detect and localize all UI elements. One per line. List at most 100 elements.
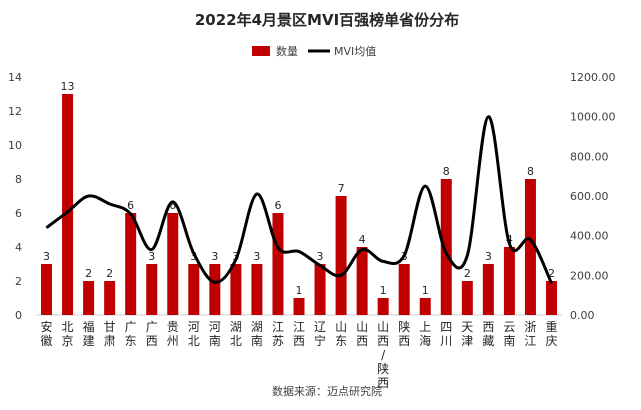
- bar: [545, 281, 557, 315]
- bar: [230, 264, 242, 315]
- bar-value-label: 1: [422, 284, 429, 297]
- mvi-line-point: [193, 253, 195, 255]
- bar-value-label: 6: [127, 199, 134, 212]
- bar-value-label: 3: [317, 250, 324, 263]
- mvi-line-point: [109, 203, 111, 205]
- x-tick-label: 四: [440, 320, 452, 334]
- bar: [398, 264, 410, 315]
- bar-value-label: 3: [211, 250, 218, 263]
- bar: [503, 247, 515, 315]
- x-tick-label: /: [381, 348, 386, 362]
- bar-value-label: 7: [338, 182, 345, 195]
- mvi-line-point: [466, 255, 468, 256]
- mvi-line-point: [445, 253, 447, 255]
- line-layer: [45, 115, 553, 284]
- bar: [419, 298, 431, 315]
- bar-value-label: 13: [61, 80, 75, 93]
- right-axis-tick-label: 1200.00: [570, 71, 616, 84]
- x-tick-label: 湖: [230, 319, 242, 334]
- x-tick-label: 北: [62, 320, 74, 334]
- x-tick-label: 云: [503, 320, 515, 334]
- bar: [209, 264, 221, 315]
- bar-value-label: 2: [464, 267, 471, 280]
- x-tick-label: 辽: [314, 320, 326, 334]
- legend-line-label: MVI均值: [334, 45, 376, 58]
- mvi-line-point: [382, 260, 384, 262]
- mvi-line-point: [130, 213, 132, 215]
- x-tick-label: 陕: [377, 361, 389, 376]
- bar: [62, 94, 74, 315]
- left-axis-tick-label: 14: [8, 71, 22, 84]
- x-tick-label: 东: [335, 334, 347, 348]
- x-tick-label: 湖: [251, 319, 263, 334]
- mvi-line-point: [151, 249, 153, 251]
- bar: [461, 281, 473, 315]
- chart-title: 2022年4月景区MVI百强榜单省份分布: [195, 11, 459, 29]
- x-tick-label: 南: [251, 333, 263, 348]
- bar: [167, 213, 179, 315]
- bar: [146, 264, 158, 315]
- x-tick-label: 西: [482, 320, 494, 334]
- x-tick-label: 宁: [314, 333, 326, 348]
- x-tick-label: 福: [83, 319, 95, 334]
- mvi-line-point: [172, 201, 174, 203]
- bar: [377, 298, 389, 315]
- legend-bar-label: 数量: [276, 45, 298, 58]
- legend-bar-swatch: [252, 46, 270, 56]
- legend: 数量 MVI均值: [252, 45, 376, 58]
- mvi-line-point: [361, 249, 363, 251]
- left-axis-tick-label: 6: [15, 207, 22, 220]
- x-tick-label: 浙: [524, 320, 536, 334]
- bar-value-label: 3: [43, 250, 50, 263]
- x-tick-label: 州: [167, 334, 179, 348]
- mvi-line-point: [340, 274, 342, 276]
- x-tick-label: 徽: [41, 333, 53, 348]
- mvi-line-point: [298, 251, 300, 253]
- bar-value-label: 3: [485, 250, 492, 263]
- x-tick-label: 山: [377, 320, 389, 334]
- x-tick-label: 西: [356, 334, 368, 348]
- bar: [482, 264, 494, 315]
- x-tick-label: 北: [230, 334, 242, 348]
- x-tick-label: 广: [125, 320, 137, 334]
- bar: [272, 213, 284, 315]
- x-tick-label: 江: [293, 320, 305, 334]
- bar-value-label: 2: [106, 267, 113, 280]
- mvi-line-point: [529, 239, 531, 241]
- right-axis-tick-label: 200.00: [570, 269, 609, 282]
- mvi-line-point: [46, 227, 48, 229]
- x-tick-label: 海: [419, 333, 431, 348]
- mvi-line-point: [88, 195, 90, 197]
- x-tick-label: 庆: [545, 334, 557, 348]
- x-tick-label: 江: [272, 320, 284, 334]
- x-tick-label: 西: [377, 376, 389, 390]
- x-tick-label: 苏: [272, 334, 284, 348]
- x-tick-label: 河: [209, 320, 221, 334]
- mvi-line-point: [508, 243, 510, 245]
- x-tick-label: 南: [209, 333, 221, 348]
- mvi-line-point: [319, 264, 321, 266]
- bar: [440, 179, 452, 315]
- left-axis-tick-label: 2: [15, 275, 22, 288]
- x-tick-label: 陕: [398, 319, 410, 334]
- bar-value-label: 4: [359, 233, 366, 246]
- bars-layer: [41, 94, 557, 315]
- mvi-line-point: [256, 193, 258, 195]
- mvi-line-point: [277, 247, 279, 249]
- x-tick-label: 津: [461, 334, 473, 348]
- x-tick-label: 西: [398, 334, 410, 348]
- bar-value-label: 3: [253, 250, 260, 263]
- mvi-line-point: [487, 116, 489, 118]
- bar: [83, 281, 95, 315]
- right-axis-tick-label: 400.00: [570, 230, 609, 243]
- x-tick-label: 山: [356, 320, 368, 334]
- bar-value-label: 1: [296, 284, 303, 297]
- source-note: 数据来源：迈点研究院: [272, 384, 382, 398]
- left-axis-tick-label: 0: [15, 309, 22, 322]
- bar: [314, 264, 326, 315]
- x-tick-label: 京: [62, 334, 74, 348]
- x-tick-label: 藏: [482, 334, 494, 348]
- mvi-line-point: [214, 281, 216, 283]
- x-tick-label: 川: [440, 334, 452, 348]
